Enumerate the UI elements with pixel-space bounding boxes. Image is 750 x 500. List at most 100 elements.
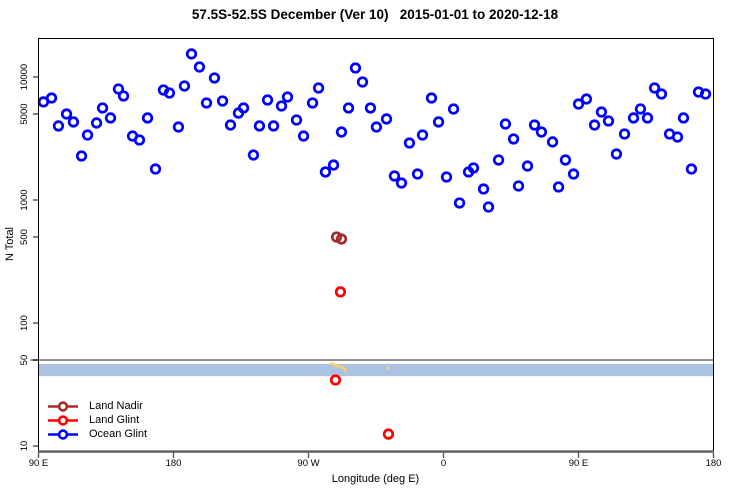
data-point [306, 97, 319, 109]
data-point [163, 87, 176, 99]
data-point [492, 154, 505, 166]
y-tick-label: 10000 [19, 64, 30, 90]
data-point [334, 286, 347, 298]
data-point [512, 180, 525, 192]
legend-item-ocean-glint: Ocean Glint [46, 428, 147, 441]
x-tick-label: 180 [706, 458, 722, 469]
data-point [411, 168, 424, 180]
data-point [382, 428, 395, 440]
data-point [335, 126, 348, 138]
data-point [343, 368, 348, 372]
series-land-glint [329, 286, 395, 440]
x-axis-ticks: 90 E 180 90 W 0 90 E 180 [29, 452, 722, 469]
data-point [247, 149, 260, 161]
y-tick-label: 1000 [19, 189, 30, 210]
data-point [52, 120, 65, 132]
x-tick-label: 0 [441, 458, 446, 469]
y-tick-label: 100 [19, 315, 30, 331]
land-nadir-symbol-icon [48, 401, 78, 412]
data-point [224, 119, 237, 131]
ocean-glint-symbol-icon [48, 429, 78, 440]
data-point [655, 88, 668, 100]
data-point [208, 72, 221, 84]
data-point [380, 113, 393, 125]
legend-label-land-glint: Land Glint [89, 414, 140, 426]
data-point [237, 102, 250, 114]
legend-label-land-nadir: Land Nadir [89, 400, 143, 412]
data-point [335, 364, 340, 368]
data-point [370, 121, 383, 133]
data-point [332, 363, 337, 367]
data-point [648, 82, 661, 94]
data-point [535, 126, 548, 138]
x-tick-label: 90 E [569, 458, 589, 469]
data-point [364, 102, 377, 114]
data-point [641, 112, 654, 124]
data-point [172, 121, 185, 133]
data-point [671, 131, 684, 143]
y-tick-label: 5000 [19, 103, 30, 124]
data-point [602, 115, 615, 127]
data-point [267, 120, 280, 132]
data-point [567, 168, 580, 180]
data-point [467, 162, 480, 174]
data-point [403, 137, 416, 149]
data-point [552, 181, 565, 193]
data-point [395, 177, 408, 189]
data-point [627, 112, 640, 124]
data-point [432, 116, 445, 128]
data-point [133, 134, 146, 146]
data-point [90, 117, 103, 129]
legend-item-land-glint: Land Glint [46, 414, 147, 427]
data-point [685, 163, 698, 175]
reference-band [38, 363, 714, 377]
data-point [588, 119, 601, 131]
data-point [356, 76, 369, 88]
data-point [677, 112, 690, 124]
data-point [261, 94, 274, 106]
y-axis-ticks: 10000 5000 1000 500 100 50 10 [19, 64, 39, 452]
x-tick-label: 90 W [297, 458, 319, 469]
data-point [216, 95, 229, 107]
data-point [507, 133, 520, 145]
x-tick-label: 90 E [29, 458, 49, 469]
data-point [595, 106, 608, 118]
data-point [349, 62, 362, 74]
data-point [425, 92, 438, 104]
data-point [335, 233, 348, 245]
data-point [104, 112, 117, 124]
data-point [329, 362, 334, 366]
data-point [200, 97, 213, 109]
data-point [610, 148, 623, 160]
data-point [572, 98, 585, 110]
data-point [342, 102, 355, 114]
data-point [447, 103, 460, 115]
data-point [699, 88, 712, 100]
data-point [521, 160, 534, 172]
x-tick-label: 180 [166, 458, 182, 469]
data-point [149, 163, 162, 175]
data-point [329, 374, 342, 386]
legend-item-land-nadir: Land Nadir [46, 400, 147, 413]
data-point [319, 166, 332, 178]
data-point [618, 128, 631, 140]
data-point [112, 83, 125, 95]
data-point [440, 171, 453, 183]
data-point [275, 100, 288, 112]
data-point [178, 80, 191, 92]
data-point [416, 129, 429, 141]
data-point [45, 92, 58, 104]
legend: Land Nadir Land Glint Ocean Glint [46, 400, 147, 441]
data-point [75, 150, 88, 162]
data-point [141, 112, 154, 124]
data-point [312, 82, 325, 94]
data-point [290, 114, 303, 126]
y-tick-label: 10 [19, 441, 30, 452]
data-point [477, 183, 490, 195]
plot-box [38, 38, 714, 452]
series-flagged-marks [329, 362, 391, 372]
data-point [580, 93, 593, 105]
data-point [482, 201, 495, 213]
